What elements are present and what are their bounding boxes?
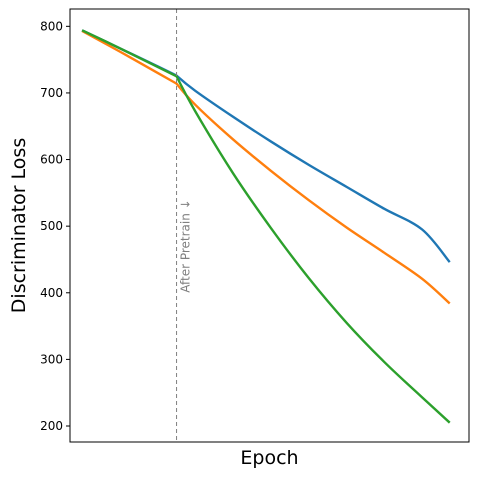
annotation-layer: After Pretrain ↓ — [176, 9, 193, 442]
y-tick-label: 800 — [40, 19, 63, 33]
after-pretrain-label: After Pretrain ↓ — [179, 199, 193, 293]
y-tick-label: 500 — [40, 219, 63, 233]
y-tick-label: 300 — [40, 352, 63, 366]
y-tick-label: 700 — [40, 86, 63, 100]
plot-lines — [81, 29, 451, 424]
y-axis-label: Discriminator Loss — [8, 138, 30, 313]
y-ticks: 200 300 400 500 600 700 800 — [40, 19, 70, 433]
x-axis-label: Epoch — [240, 447, 298, 469]
series-line-2 — [81, 29, 451, 305]
axes: 200 300 400 500 600 700 800 — [40, 8, 470, 443]
series-line-3 — [81, 29, 451, 424]
y-tick-label: 200 — [40, 419, 63, 433]
series-line-1 — [81, 29, 451, 263]
y-tick-label: 600 — [40, 153, 63, 167]
y-tick-label: 400 — [40, 286, 63, 300]
plot-frame — [69, 8, 470, 443]
